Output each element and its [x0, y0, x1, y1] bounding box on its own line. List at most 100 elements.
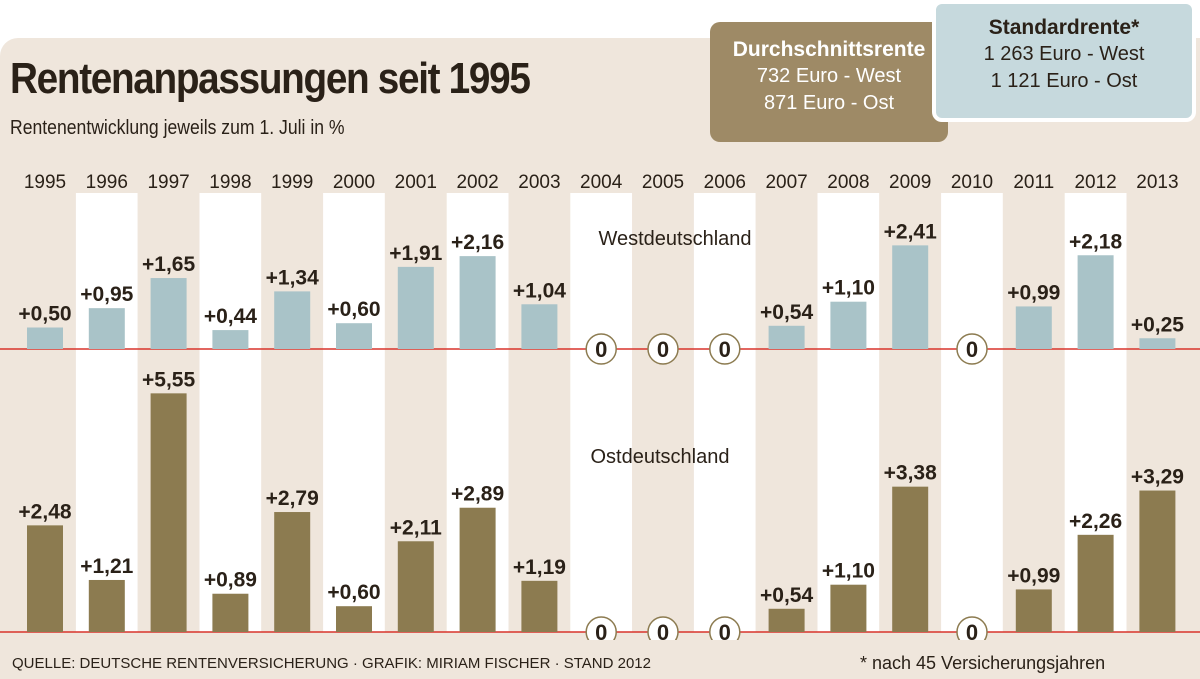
- column-band: [817, 193, 880, 632]
- data-label: +1,10: [822, 560, 875, 583]
- column-band: [75, 193, 138, 632]
- year-tick-label: 2002: [456, 172, 498, 193]
- data-label: +0,60: [327, 298, 380, 321]
- data-label: +1,91: [389, 242, 442, 265]
- data-label: +0,50: [18, 303, 71, 326]
- data-label: 0: [719, 620, 731, 640]
- data-label: +2,26: [1069, 510, 1122, 533]
- bar: [336, 606, 372, 632]
- year-tick-label: 2011: [1013, 172, 1054, 193]
- data-label: 0: [719, 337, 731, 362]
- year-tick-label: 1996: [86, 172, 128, 193]
- standard-pension-box: Standardrente* 1 263 Euro - West 1 121 E…: [932, 0, 1196, 122]
- year-tick-label: 2003: [518, 172, 560, 193]
- column-band: [199, 193, 262, 632]
- bar: [1139, 490, 1176, 632]
- year-tick-label: 2000: [333, 172, 375, 193]
- bar: [397, 266, 434, 349]
- data-label: 0: [595, 337, 607, 362]
- bar: [892, 245, 929, 349]
- bar: [150, 393, 187, 632]
- data-label: +0,54: [760, 584, 813, 607]
- column-band: [941, 193, 1003, 632]
- bar: [521, 304, 558, 349]
- data-label: +0,25: [1131, 313, 1184, 336]
- data-label: +5,55: [142, 368, 195, 391]
- bar: [212, 330, 249, 349]
- data-label: +0,89: [204, 569, 257, 592]
- data-label: +2,11: [390, 516, 442, 539]
- bar: [830, 584, 867, 632]
- bar: [1139, 338, 1176, 349]
- bar: [88, 308, 125, 349]
- column-band: [755, 193, 818, 632]
- bar: [521, 580, 558, 632]
- standard-pension-heading: Standardrente*: [988, 16, 1140, 39]
- average-pension-west: 732 Euro - West: [756, 65, 902, 87]
- year-tick-label: 1995: [24, 172, 66, 193]
- data-label: +3,38: [884, 462, 937, 485]
- zero-marker: [585, 616, 617, 640]
- year-tick-label: 2005: [642, 172, 684, 193]
- data-label: +1,10: [822, 277, 875, 300]
- column-band: [693, 193, 756, 632]
- data-label: +0,60: [327, 581, 380, 604]
- data-label: +2,48: [18, 500, 71, 523]
- year-tick-label: 2008: [827, 172, 869, 193]
- data-label: +2,18: [1069, 230, 1122, 253]
- series-label: Ostdeutschland: [591, 446, 730, 468]
- bar: [88, 579, 125, 632]
- bar: [1077, 534, 1114, 632]
- data-label: +0,95: [80, 283, 133, 306]
- bar: [892, 486, 929, 632]
- bar: [397, 541, 434, 632]
- data-label: +1,34: [266, 266, 319, 289]
- bar: [274, 291, 311, 349]
- data-label: +0,99: [1007, 281, 1060, 304]
- year-tick-label: 2004: [580, 172, 623, 193]
- bar: [1077, 255, 1114, 349]
- bar: [1015, 589, 1052, 632]
- zero-marker: [956, 333, 988, 365]
- data-label: +2,16: [451, 231, 504, 254]
- series-label: Westdeutschland: [598, 228, 751, 250]
- year-tick-label: 2009: [889, 172, 931, 193]
- zero-marker: [585, 333, 617, 365]
- data-label: +0,99: [1007, 564, 1060, 587]
- bar: [150, 278, 187, 349]
- bar-chart: 1995 1996 1997 1998 1999 2000 2001 2002 2003 2004…: [0, 172, 1200, 640]
- zero-marker: [709, 616, 741, 640]
- data-label: +0,44: [204, 305, 257, 328]
- year-tick-label: 2007: [765, 172, 807, 193]
- data-label: +2,79: [266, 487, 319, 510]
- standard-pension-east: 1 121 Euro - Ost: [990, 70, 1138, 92]
- column-band: [1002, 193, 1065, 632]
- data-label: +2,89: [451, 483, 504, 506]
- zero-marker: [709, 333, 741, 365]
- column-band: [570, 193, 633, 632]
- year-tick-label: 2001: [395, 172, 437, 193]
- data-label: 0: [966, 337, 978, 362]
- source-note: QUELLE: DEUTSCHE RENTENVERSICHERUNG · GR…: [12, 655, 651, 672]
- data-label: 0: [657, 337, 669, 362]
- average-pension-box: Durchschnittsrente 732 Euro - West 871 E…: [710, 22, 948, 142]
- footnote: * nach 45 Versicherungsjahren: [860, 653, 1106, 673]
- column-band: [323, 193, 385, 632]
- bar: [212, 593, 249, 632]
- column-band: [508, 193, 571, 632]
- year-tick-label: 1999: [271, 172, 313, 193]
- average-pension-heading: Durchschnittsrente: [732, 38, 926, 61]
- data-label: +3,29: [1131, 466, 1184, 489]
- average-pension-east: 871 Euro - Ost: [763, 92, 895, 114]
- data-label: +1,65: [142, 253, 195, 276]
- data-label: +1,19: [513, 556, 566, 579]
- data-label: 0: [966, 620, 978, 640]
- year-tick-label: 1998: [209, 172, 251, 193]
- column-band: [632, 193, 694, 632]
- bar: [1015, 306, 1052, 349]
- data-label: +1,21: [80, 555, 133, 578]
- bar: [27, 525, 63, 632]
- data-label: 0: [595, 620, 607, 640]
- zero-marker: [647, 333, 679, 365]
- bar: [768, 325, 805, 349]
